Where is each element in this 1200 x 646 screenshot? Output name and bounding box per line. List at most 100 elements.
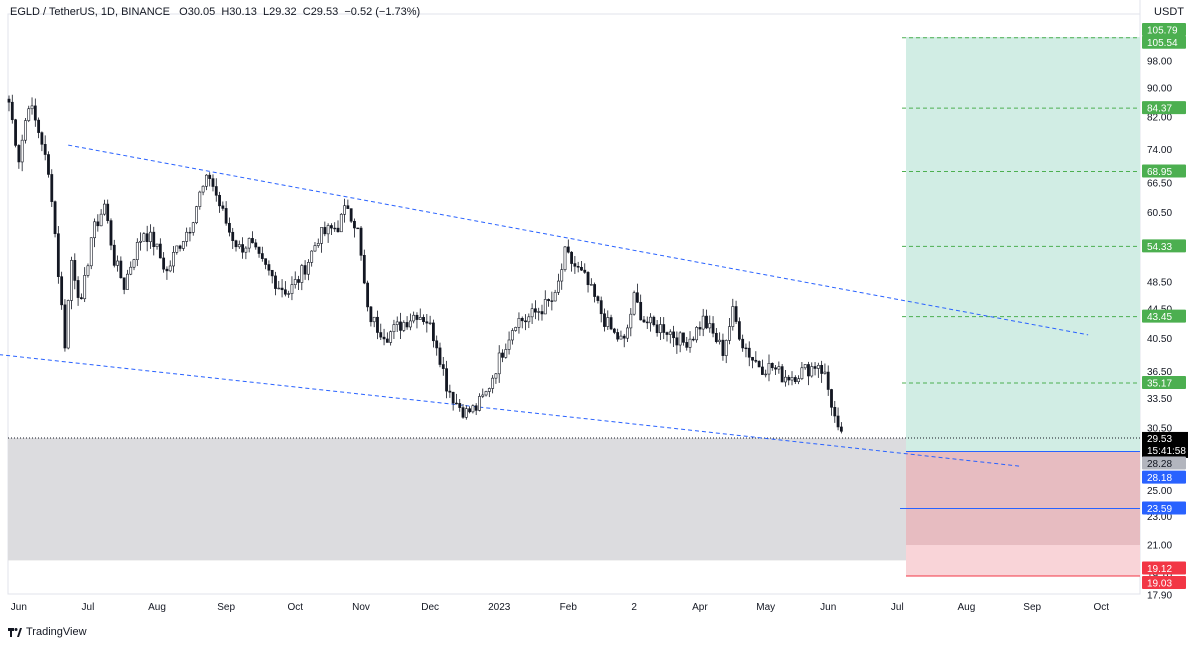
candle xyxy=(316,238,320,248)
candle xyxy=(185,227,189,247)
candle xyxy=(20,134,24,172)
candle xyxy=(514,326,518,332)
currency-label[interactable]: USDT xyxy=(1154,6,1184,18)
candle-body xyxy=(399,321,402,331)
candle xyxy=(415,312,419,329)
candle-body xyxy=(642,319,646,323)
candle xyxy=(70,256,73,310)
candle xyxy=(642,315,646,324)
candle-body xyxy=(487,388,491,392)
candle xyxy=(448,384,452,398)
candle-body xyxy=(675,337,679,346)
candle xyxy=(126,269,129,290)
candle xyxy=(385,332,389,343)
badge-target-3: 54.33 xyxy=(1147,242,1172,253)
candle xyxy=(649,313,652,332)
badge-target-4: 43.45 xyxy=(1147,312,1172,323)
candle xyxy=(376,310,379,340)
candle-body xyxy=(356,227,360,230)
candle-body xyxy=(56,233,60,277)
candle-body xyxy=(767,363,771,375)
badge-entry: 28.28 xyxy=(1147,459,1172,470)
candle xyxy=(165,266,169,280)
candle-body xyxy=(573,263,577,267)
candle xyxy=(504,343,508,359)
price-axis-label: 19.10 xyxy=(1147,570,1172,581)
candle-body xyxy=(405,322,409,328)
profit-zone xyxy=(906,37,1140,452)
candle-body xyxy=(813,366,817,369)
candle xyxy=(803,364,807,370)
time-axis-label: Jun xyxy=(820,602,836,613)
candle xyxy=(497,345,501,383)
price-axis-label: 98.00 xyxy=(1147,57,1172,68)
candle xyxy=(787,374,791,386)
candle xyxy=(721,333,725,361)
candle-body xyxy=(343,205,346,215)
candle xyxy=(797,375,801,385)
candle-body xyxy=(560,269,564,282)
candle xyxy=(530,303,534,324)
candle xyxy=(747,341,751,367)
price-axis-label: 66.50 xyxy=(1147,178,1172,189)
candle-body xyxy=(606,317,610,327)
time-axis-label: Nov xyxy=(352,602,370,613)
candle-body xyxy=(366,282,370,308)
candle-body xyxy=(313,245,317,252)
candle xyxy=(323,221,327,237)
candle-body xyxy=(73,260,77,281)
candle xyxy=(550,291,554,311)
loss-zone xyxy=(906,451,1140,546)
candle xyxy=(260,246,264,262)
candle-body xyxy=(800,367,804,380)
time-axis-label: Jul xyxy=(891,602,904,613)
candle-body xyxy=(152,231,156,247)
candle xyxy=(622,333,626,348)
candle xyxy=(290,276,294,301)
candle xyxy=(218,191,221,213)
candle xyxy=(254,239,258,250)
candle-body xyxy=(770,363,774,369)
symbol-label[interactable]: EGLD / TetherUS, 1D, BINANCE xyxy=(10,6,170,18)
candle xyxy=(313,241,317,252)
candle-body xyxy=(731,306,735,327)
candle-body xyxy=(293,279,297,285)
brand[interactable]: TradingView xyxy=(8,626,87,638)
candle-body xyxy=(17,145,21,163)
candle-body xyxy=(514,327,518,331)
candle-body xyxy=(425,321,429,324)
candle-body xyxy=(570,251,573,264)
candle-body xyxy=(836,415,840,428)
candle xyxy=(599,296,603,323)
candle-body xyxy=(603,313,606,327)
price-axis-label: 48.50 xyxy=(1147,278,1172,289)
candle-body xyxy=(688,338,692,348)
candle xyxy=(346,199,350,209)
candle xyxy=(106,199,110,224)
candle xyxy=(612,327,616,335)
candle-body xyxy=(129,266,133,275)
candle-body xyxy=(323,227,327,235)
candle xyxy=(698,321,702,336)
candle xyxy=(566,239,570,254)
candle xyxy=(369,306,373,327)
candle xyxy=(251,231,254,244)
candle-body xyxy=(810,366,814,377)
candle-body xyxy=(27,108,31,121)
candle-body xyxy=(254,242,258,248)
time-axis-label: Aug xyxy=(957,602,975,613)
candle-body xyxy=(682,332,685,343)
time-axis-label: Sep xyxy=(1023,602,1041,613)
candle-body xyxy=(172,252,175,267)
candle-body xyxy=(195,206,198,224)
candle xyxy=(626,324,629,343)
candle xyxy=(326,223,330,243)
badge-support-bg xyxy=(1142,501,1186,515)
candle xyxy=(770,362,774,371)
candle xyxy=(816,362,820,378)
candle-body xyxy=(527,316,531,323)
candle-body xyxy=(198,191,202,207)
candle-body xyxy=(461,407,465,418)
candle xyxy=(527,313,531,329)
